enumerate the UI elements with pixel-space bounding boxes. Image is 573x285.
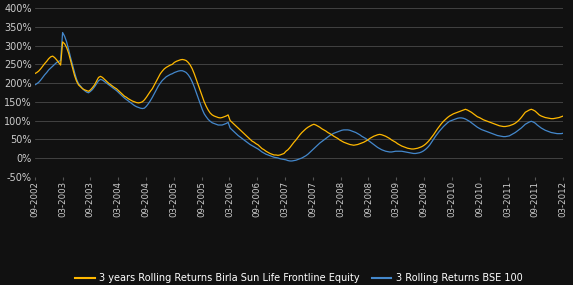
Legend: 3 years Rolling Returns Birla Sun Life Frontline Equity, 3 Rolling Returns BSE 1: 3 years Rolling Returns Birla Sun Life F… bbox=[71, 269, 527, 285]
